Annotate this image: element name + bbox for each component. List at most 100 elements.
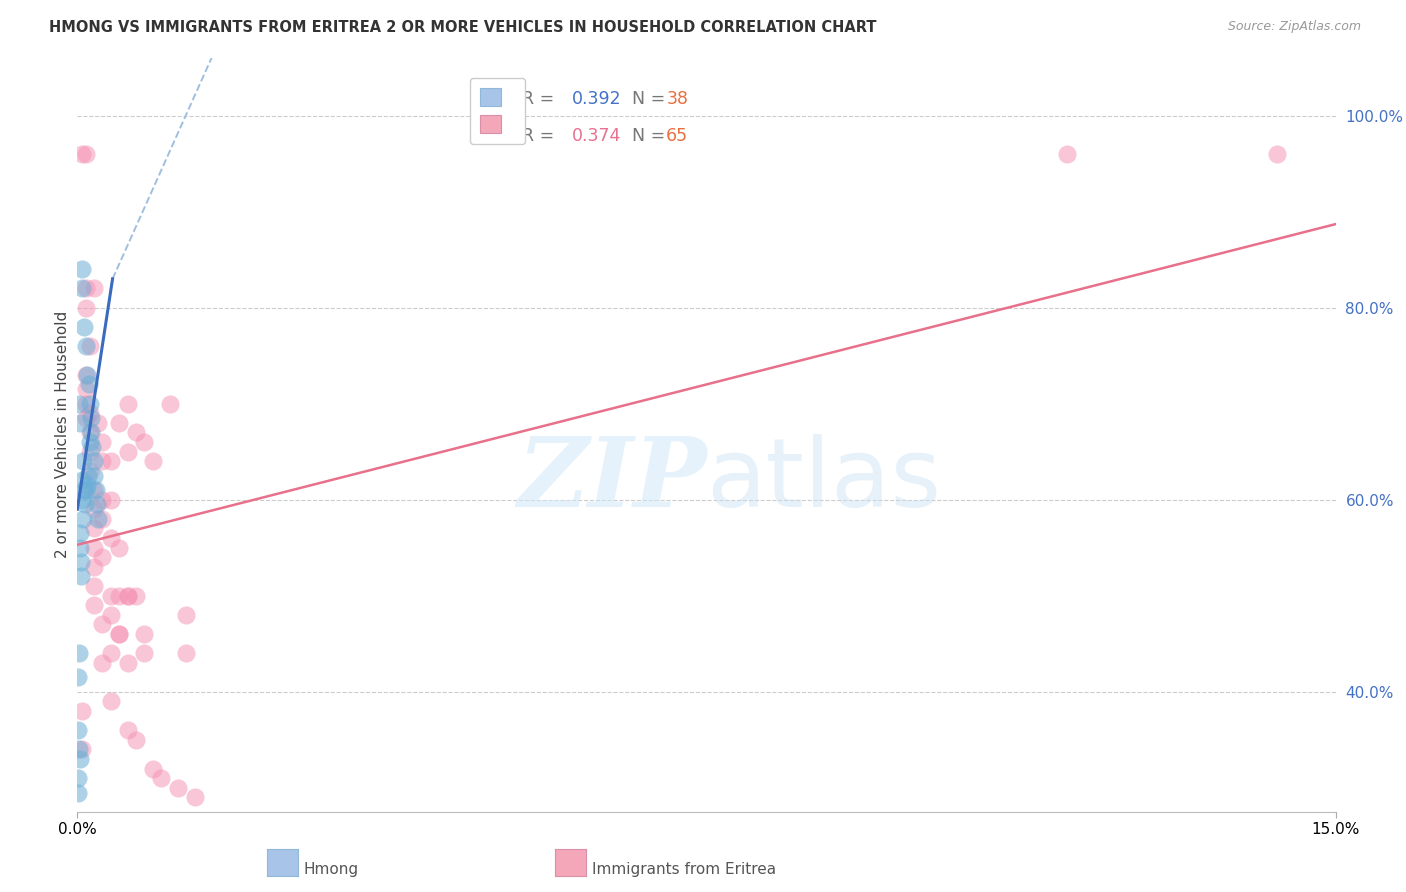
Point (83, 502, 105, 516)
Point (117, 589, 139, 603)
Point (80, 425, 103, 440)
Point (80, 411, 103, 425)
Point (83, 579, 105, 593)
Point (79, 425, 101, 440)
Point (79, 444, 101, 458)
Point (1056, 147, 1078, 161)
Point (108, 541, 131, 555)
Point (100, 492, 122, 507)
Point (91, 512, 114, 526)
Point (86, 498, 108, 512)
Point (69, 752, 91, 766)
Point (75, 147, 97, 161)
Point (82, 440, 104, 454)
Point (83, 468, 105, 483)
Text: HMONG VS IMMIGRANTS FROM ERITREA 2 OR MORE VEHICLES IN HOUSEHOLD CORRELATION CHA: HMONG VS IMMIGRANTS FROM ERITREA 2 OR MO… (49, 20, 877, 35)
Point (83, 599, 105, 613)
Point (100, 694, 122, 708)
Point (100, 531, 122, 545)
Point (83, 454, 105, 468)
Text: Source: ZipAtlas.com: Source: ZipAtlas.com (1227, 20, 1361, 33)
Point (67, 771, 90, 785)
Text: Immigrants from Eritrea: Immigrants from Eritrea (592, 863, 776, 877)
Point (108, 416, 131, 430)
Point (79, 435, 101, 450)
Point (83, 483, 105, 497)
Point (70, 262, 93, 277)
Point (117, 397, 139, 411)
Point (142, 454, 165, 468)
Point (67, 785, 90, 799)
Point (87, 416, 110, 430)
Point (79, 464, 101, 478)
Point (70, 147, 93, 161)
Point (67, 670, 90, 684)
Point (91, 492, 114, 507)
Point (159, 397, 181, 411)
Text: 0.392: 0.392 (572, 90, 621, 109)
Point (108, 589, 131, 603)
Point (67, 742, 90, 756)
Text: 38: 38 (666, 90, 689, 109)
Point (91, 656, 114, 670)
Point (150, 771, 173, 785)
Point (91, 550, 114, 565)
Point (75, 281, 97, 295)
Point (125, 589, 148, 603)
Point (73, 483, 96, 497)
Point (70, 492, 93, 507)
Point (75, 301, 97, 315)
Point (69, 555, 91, 569)
Point (1265, 147, 1288, 161)
Point (75, 339, 97, 353)
Text: N =: N = (621, 128, 671, 145)
Text: R =: R = (522, 128, 560, 145)
Point (72, 454, 94, 468)
Point (83, 521, 105, 535)
Point (77, 377, 100, 392)
Point (100, 589, 122, 603)
Point (73, 498, 96, 512)
Point (69, 541, 91, 555)
Point (117, 723, 139, 738)
Point (77, 468, 100, 483)
Point (84, 483, 107, 497)
Point (117, 589, 139, 603)
Point (69, 569, 91, 583)
Point (83, 281, 105, 295)
Point (70, 704, 93, 718)
Point (176, 646, 198, 660)
Point (100, 646, 122, 660)
Point (75, 483, 97, 497)
Point (184, 790, 207, 805)
Point (87, 512, 110, 526)
Point (76, 478, 98, 492)
Point (70, 742, 93, 756)
Point (72, 512, 94, 526)
Point (70, 281, 93, 295)
Point (67, 397, 90, 411)
Point (75, 368, 97, 382)
Text: atlas: atlas (707, 434, 942, 526)
Point (125, 732, 148, 747)
Point (69, 526, 91, 541)
Point (69, 416, 91, 430)
Text: N =: N = (621, 90, 671, 109)
Point (167, 780, 190, 795)
Point (176, 607, 198, 622)
Point (79, 397, 101, 411)
Point (67, 646, 90, 660)
Y-axis label: 2 or more Vehicles in Household: 2 or more Vehicles in Household (55, 311, 70, 558)
Point (125, 425, 148, 440)
Point (76, 368, 98, 382)
Text: 0.374: 0.374 (572, 128, 621, 145)
Point (83, 560, 105, 574)
Point (117, 444, 139, 458)
Point (91, 435, 114, 450)
Text: R =: R = (522, 90, 560, 109)
Point (83, 541, 105, 555)
Point (75, 382, 97, 396)
Point (108, 627, 131, 641)
Point (108, 627, 131, 641)
Text: 65: 65 (666, 128, 689, 145)
